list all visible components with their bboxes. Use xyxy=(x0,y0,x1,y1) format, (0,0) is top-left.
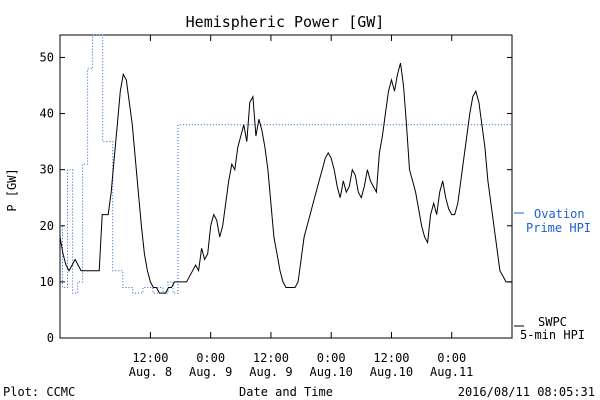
x-tick-label-time: 12:00 xyxy=(132,351,168,365)
legend-swpc-line2: 5-min HPI xyxy=(520,328,585,342)
x-tick-label-time: 0:00 xyxy=(317,351,346,365)
x-tick-label-date: Aug. 9 xyxy=(189,365,232,379)
series-ovation-prime-hpi-line xyxy=(60,34,512,294)
y-tick-label: 10 xyxy=(40,275,54,289)
y-tick-label: 0 xyxy=(47,331,54,345)
y-axis-label: P [GW] xyxy=(5,168,19,211)
legend: Ovation Prime HPI SWPC 5-min HPI xyxy=(514,207,591,342)
x-tick-label-date: Aug.10 xyxy=(370,365,413,379)
x-tick-label-time: 0:00 xyxy=(196,351,225,365)
x-tick-label-date: Aug.10 xyxy=(310,365,353,379)
legend-ovation-line1: Ovation xyxy=(534,207,585,221)
x-tick-label-date: Aug. 8 xyxy=(129,365,172,379)
plot-timestamp: 2016/08/11 08:05:31 xyxy=(458,385,595,399)
series-swpc-5min-hpi-line xyxy=(59,62,512,294)
x-tick-label-time: 0:00 xyxy=(437,351,466,365)
legend-swpc-line1: SWPC xyxy=(538,315,567,329)
x-tick-label-date: Aug. 9 xyxy=(249,365,292,379)
x-axis-label: Date and Time xyxy=(239,385,333,399)
y-tick-label: 50 xyxy=(40,50,54,64)
y-tick-label: 30 xyxy=(40,163,54,177)
x-tick-label-date: Aug.11 xyxy=(430,365,473,379)
plot-frame xyxy=(59,34,513,339)
y-tick-label: 20 xyxy=(40,219,54,233)
y-axis: 0 10 20 30 40 50 xyxy=(40,50,512,345)
chart-title: Hemispheric Power [GW] xyxy=(186,13,385,31)
y-tick-label: 40 xyxy=(40,107,54,121)
series-layer xyxy=(59,34,512,294)
plot-area xyxy=(59,34,513,339)
legend-ovation-line2: Prime HPI xyxy=(526,221,591,235)
x-tick-label-time: 12:00 xyxy=(253,351,289,365)
plot-credit: Plot: CCMC xyxy=(3,385,75,399)
x-tick-label-time: 12:00 xyxy=(373,351,409,365)
